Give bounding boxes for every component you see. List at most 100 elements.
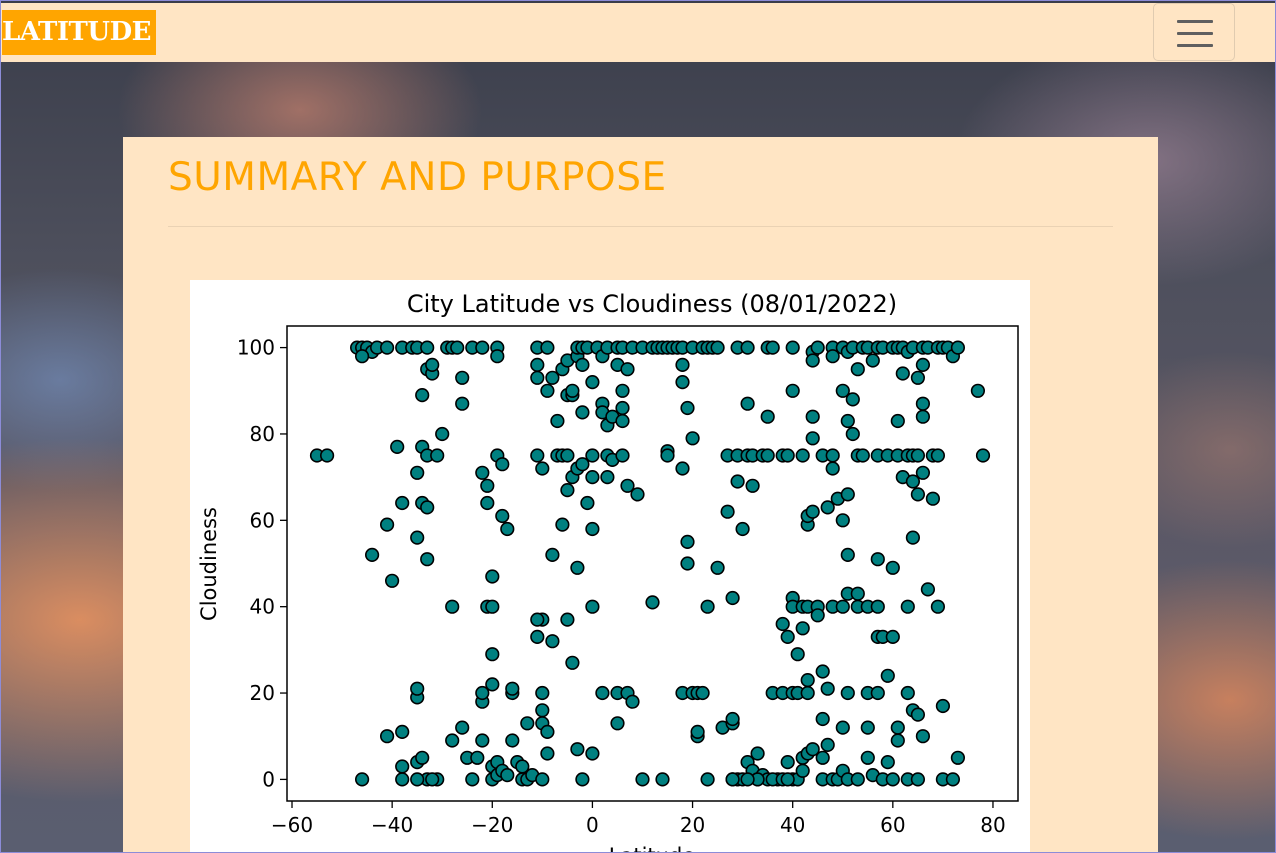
data-point [800, 673, 815, 688]
data-point [820, 737, 835, 753]
x-tick-label: 60 [880, 813, 905, 837]
data-point [780, 629, 795, 645]
data-point [935, 698, 951, 714]
data-point [725, 772, 740, 787]
data-point [495, 457, 510, 472]
data-point [845, 426, 860, 442]
data-point [545, 547, 560, 563]
data-points [309, 340, 991, 787]
data-point [620, 478, 635, 493]
data-point [675, 374, 690, 390]
data-point [815, 664, 830, 679]
data-point [780, 772, 795, 787]
data-point [890, 720, 905, 735]
data-point [475, 733, 490, 748]
data-point [815, 750, 830, 765]
data-point [615, 383, 630, 398]
navbar-toggle-button[interactable] [1153, 3, 1235, 61]
data-point [975, 448, 991, 463]
hamburger-menu-icon-bar [1177, 44, 1213, 47]
data-point [480, 495, 495, 511]
data-point [480, 478, 495, 493]
data-point [835, 513, 850, 528]
x-tick-label: −20 [471, 813, 513, 837]
data-point [740, 772, 755, 787]
data-point [885, 560, 900, 575]
data-point [780, 755, 795, 770]
data-point [930, 599, 946, 614]
data-point [915, 396, 931, 411]
data-point [485, 677, 500, 692]
data-point [775, 616, 790, 632]
data-point [785, 340, 800, 355]
data-point [535, 461, 550, 476]
y-axis-label: Cloudiness [197, 507, 221, 621]
data-point [535, 772, 550, 787]
data-point [680, 556, 695, 571]
data-point [910, 370, 926, 385]
data-point [445, 733, 460, 748]
data-point [785, 383, 800, 398]
y-axis: 0 20 40 60 80 100 [237, 336, 287, 791]
data-point [410, 681, 425, 696]
data-point [910, 772, 926, 787]
y-tick-label: 80 [250, 422, 275, 446]
data-point [925, 491, 941, 506]
data-point [700, 772, 715, 787]
data-point [970, 383, 986, 398]
data-point [840, 413, 855, 429]
data-point [455, 396, 470, 411]
data-point [805, 409, 820, 424]
data-point [425, 772, 440, 787]
data-point [915, 465, 931, 480]
data-point [850, 772, 865, 787]
data-point [505, 681, 520, 696]
data-point [685, 431, 700, 446]
hamburger-menu-icon [1177, 20, 1213, 23]
data-point [835, 383, 850, 398]
data-point [645, 595, 660, 610]
data-point [560, 483, 575, 498]
data-point [630, 487, 645, 502]
data-point [780, 448, 795, 463]
data-point [355, 349, 370, 364]
data-point [355, 772, 370, 787]
data-point [485, 599, 500, 614]
data-point [545, 634, 560, 649]
data-point [945, 772, 961, 787]
brand-logo[interactable]: LATITUDE [2, 10, 156, 55]
plot-frame [286, 325, 1019, 802]
data-point [840, 547, 855, 563]
chart-title: City Latitude vs Cloudiness (08/01/2022) [407, 290, 897, 318]
data-point [805, 504, 820, 519]
data-point [840, 685, 855, 701]
chart-background [190, 280, 1030, 853]
data-point [415, 750, 430, 765]
data-point [735, 521, 750, 537]
data-point [885, 629, 900, 645]
y-tick-label: 40 [250, 595, 275, 619]
navbar: LATITUDE [1, 3, 1275, 62]
data-point [825, 349, 840, 364]
data-point [890, 733, 905, 748]
data-point [570, 560, 585, 575]
data-point [825, 461, 840, 476]
data-point [895, 366, 910, 381]
data-point [850, 362, 865, 377]
data-point [455, 370, 470, 385]
data-point [410, 772, 425, 787]
data-point [760, 448, 775, 463]
data-point [415, 387, 430, 403]
data-point [390, 439, 405, 454]
data-point [545, 370, 560, 385]
data-point [765, 340, 780, 355]
data-point [535, 685, 550, 701]
data-point [615, 448, 630, 463]
data-point [880, 755, 895, 770]
data-point [730, 474, 745, 489]
data-point [930, 448, 946, 463]
data-point [490, 349, 505, 364]
data-point [520, 716, 535, 731]
page-title: SUMMARY AND PURPOSE [168, 155, 667, 200]
data-point [540, 340, 555, 355]
